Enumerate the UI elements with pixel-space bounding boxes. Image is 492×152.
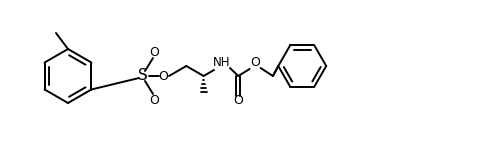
Text: O: O [158, 69, 168, 83]
Text: O: O [149, 93, 159, 107]
Text: O: O [149, 45, 159, 59]
Text: O: O [250, 57, 261, 69]
Text: NH: NH [213, 57, 231, 69]
Text: S: S [138, 69, 148, 83]
Text: O: O [233, 95, 243, 107]
